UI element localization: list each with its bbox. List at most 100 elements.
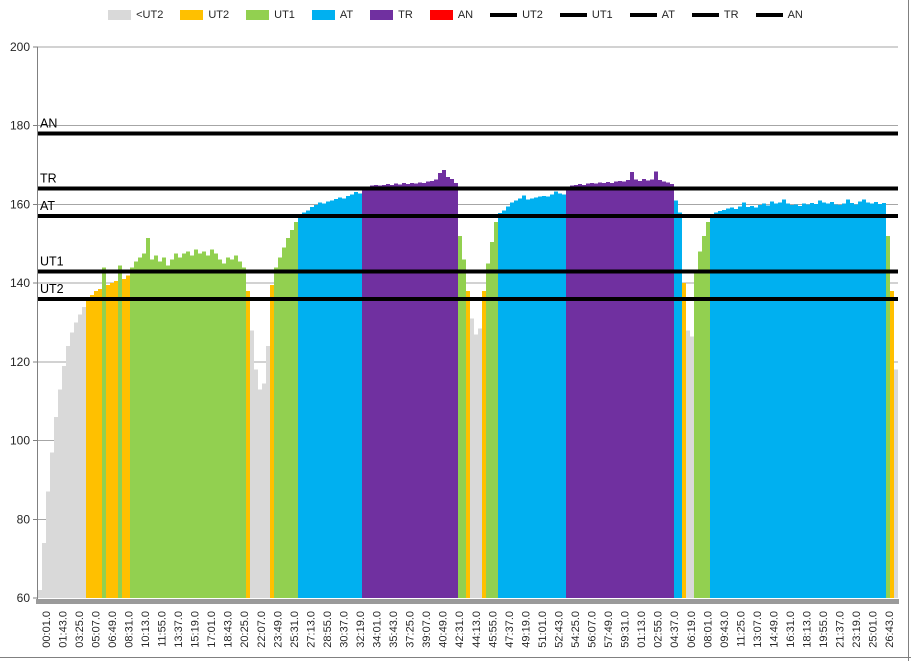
hr-bar: [346, 195, 350, 598]
legend-item-line-TR[interactable]: TR: [691, 9, 739, 21]
hr-bar: [78, 314, 82, 598]
hr-bar: [534, 197, 538, 598]
hr-bar: [458, 235, 462, 598]
x-axis-tick-label: 19:55.0: [818, 611, 830, 648]
x-axis-tick-label: 47:37.0: [504, 611, 516, 648]
legend-item-zone-lt-UT2[interactable]: <UT2: [108, 9, 163, 21]
threshold-label-UT1: UT1: [40, 254, 64, 268]
legend-item-line-UT2[interactable]: UT2: [490, 9, 543, 21]
legend-item-label: AN: [457, 9, 474, 21]
hr-bar: [434, 179, 438, 598]
hr-bar: [650, 179, 654, 598]
legend-item-line-AN[interactable]: AN: [755, 9, 803, 21]
hr-bar: [646, 180, 650, 599]
threshold-label-AN: AN: [40, 117, 57, 131]
hr-bar: [566, 187, 570, 598]
x-axis[interactable]: 00:01.0 01:43.0 03:25.0 05:07.0 06:49.0 08:31…: [36, 599, 899, 648]
legend-item-zone-AN[interactable]: AN: [429, 9, 474, 21]
x-axis-tick-label: 56:07.0: [587, 611, 599, 648]
legend-item-zone-UT1[interactable]: UT1: [246, 9, 295, 21]
hr-bar: [234, 255, 238, 598]
hr-bar: [882, 202, 886, 598]
hr-bar: [626, 180, 630, 598]
x-axis-tick-label: 10:13.0: [140, 611, 152, 648]
hr-bar: [414, 183, 418, 598]
hr-bar: [690, 336, 694, 598]
hr-bar: [426, 181, 430, 598]
hr-bar: [170, 259, 174, 598]
hr-bar: [62, 365, 66, 598]
x-axis-tick-label: 18:43.0: [223, 611, 235, 648]
hr-bar: [94, 291, 98, 598]
hr-bar: [838, 205, 842, 598]
x-axis-tick-label: 00:01.0: [41, 611, 53, 648]
hr-bar: [118, 265, 122, 598]
legend-item-label: <UT2: [136, 9, 164, 21]
hr-bar: [310, 207, 314, 598]
hr-bar: [598, 182, 602, 598]
hr-bar: [662, 181, 666, 598]
threshold-line-UT2: [38, 296, 898, 301]
threshold-line-TR: [38, 186, 898, 191]
hr-bar: [314, 205, 318, 598]
hr-bar: [470, 318, 474, 598]
hr-bar: [418, 182, 422, 598]
hr-bar: [358, 193, 362, 598]
legend-item-label: AT: [339, 9, 354, 21]
hr-bar: [874, 202, 878, 598]
hr-bar: [622, 181, 626, 598]
hr-bar: [494, 222, 498, 598]
x-axis-tick-label: 16:31.0: [785, 611, 797, 648]
hr-bar: [526, 199, 530, 598]
x-axis-tick-label: 25:01.0: [868, 611, 880, 648]
threshold-label-UT2: UT2: [40, 282, 64, 296]
hr-bar: [402, 183, 406, 598]
threshold-line-AT: [38, 214, 898, 219]
hr-bar: [762, 203, 766, 598]
hr-bar: [606, 182, 610, 598]
hr-bar: [446, 176, 450, 598]
hr-bar: [410, 182, 414, 598]
hr-bar: [758, 205, 762, 598]
hr-bar: [502, 210, 506, 598]
hr-bar: [230, 259, 234, 598]
hr-bar: [374, 184, 378, 598]
hr-bar: [830, 202, 834, 598]
hr-bar: [886, 235, 890, 598]
hr-bar: [246, 291, 250, 598]
hr-bars: [38, 169, 898, 599]
x-axis-tick-label: 08:31.0: [123, 611, 135, 648]
legend-line-marker-icon: [490, 13, 518, 17]
legend-item-line-UT1[interactable]: UT1: [559, 9, 613, 21]
x-axis-tick-label: 37:25.0: [405, 611, 417, 648]
legend: <UT2 UT2 UT1 AT TR AN UT2 UT1 AT TR AN: [0, 9, 911, 21]
legend-item-label: AT: [661, 9, 675, 21]
hr-bar: [822, 202, 826, 598]
x-axis-tick-label: 17:01.0: [206, 611, 218, 648]
legend-item-label: UT1: [274, 9, 295, 21]
legend-item-label: TR: [398, 9, 413, 21]
y-axis-tick-label: 80: [17, 512, 31, 526]
hr-bar: [378, 185, 382, 599]
legend-item-zone-TR[interactable]: TR: [370, 9, 413, 21]
hr-bar: [86, 298, 90, 598]
hr-bar: [474, 334, 478, 598]
hr-bar: [750, 206, 754, 598]
legend-item-line-AT[interactable]: AT: [629, 9, 675, 21]
x-axis-tick-label: 42:31.0: [454, 611, 466, 648]
hr-bar: [154, 255, 158, 598]
hr-bar: [262, 383, 266, 598]
hr-bar: [90, 294, 94, 598]
y-axis[interactable]: 200 180 160 140 120 100 80 60: [10, 40, 38, 605]
legend-item-zone-UT2[interactable]: UT2: [180, 9, 229, 21]
hr-bar: [462, 259, 466, 598]
hr-bar: [810, 202, 814, 598]
hr-bar: [634, 179, 638, 598]
hr-bar: [174, 253, 178, 599]
x-axis-tick-label: 22:07.0: [256, 611, 268, 648]
legend-item-zone-AT[interactable]: AT: [311, 9, 354, 21]
hr-bar: [858, 201, 862, 598]
hr-bar: [114, 281, 118, 598]
hr-bar: [890, 291, 894, 598]
